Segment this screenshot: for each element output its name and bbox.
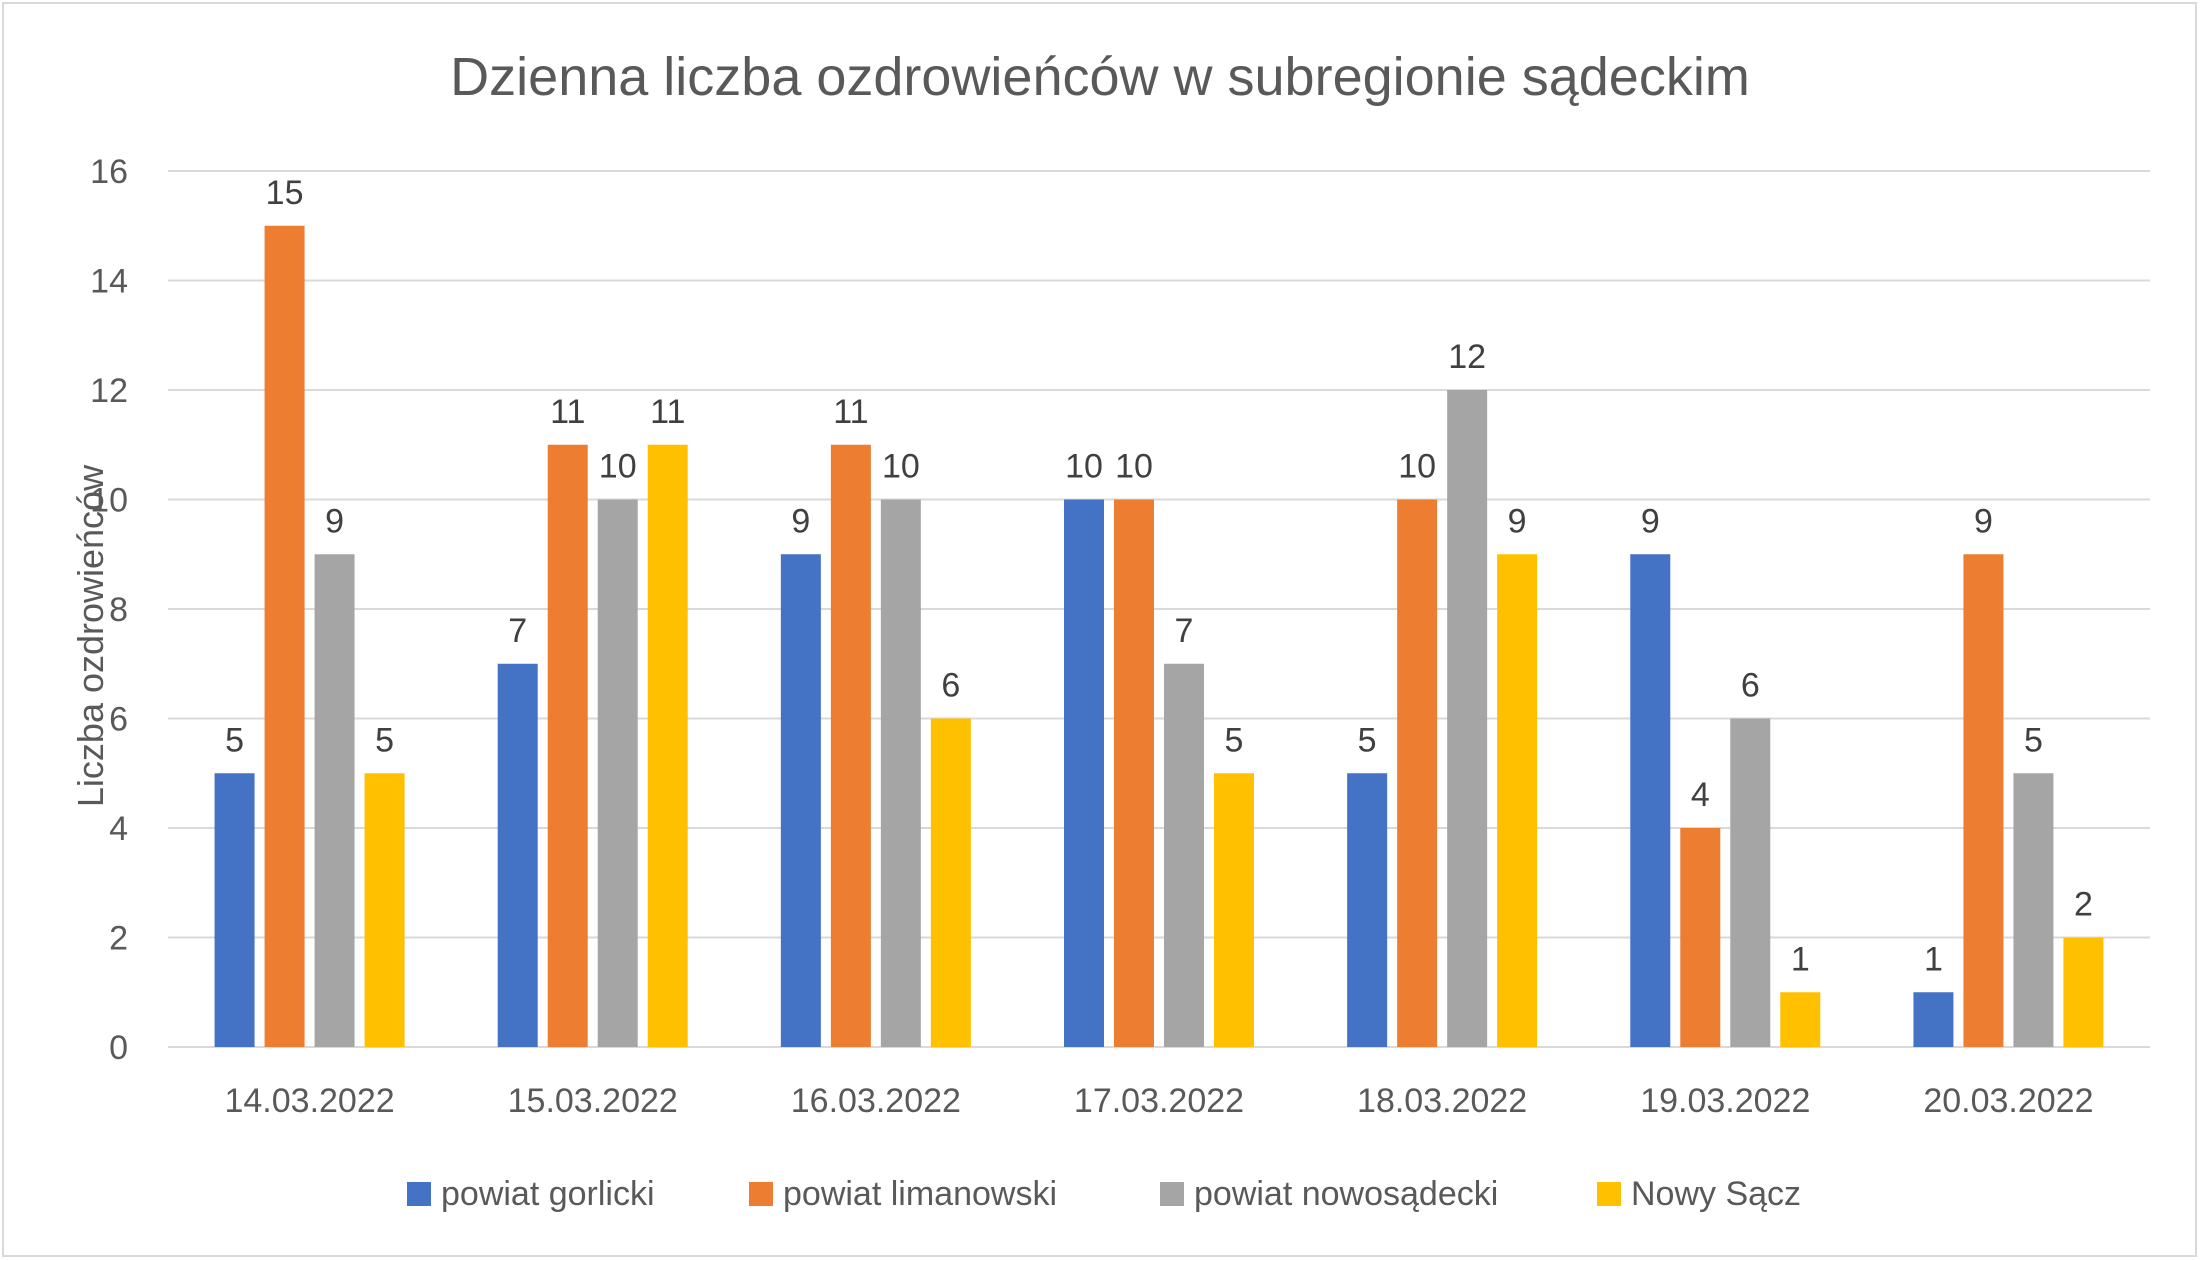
bar (1164, 663, 1204, 1047)
bar (1397, 499, 1438, 1047)
y-tick-label: 16 (90, 153, 128, 191)
x-tick-label: 14.03.2022 (224, 1082, 394, 1120)
legend-swatch (1597, 1182, 1621, 1206)
bar (314, 554, 355, 1047)
data-label: 4 (1691, 776, 1710, 814)
data-label: 15 (266, 174, 304, 212)
bar (214, 773, 255, 1047)
y-tick-label: 0 (109, 1029, 128, 1067)
legend-swatch (749, 1182, 773, 1206)
bar (597, 499, 638, 1047)
y-tick-label: 14 (90, 263, 128, 301)
data-label: 10 (1398, 448, 1436, 486)
data-label: 7 (1175, 612, 1194, 650)
chart-title: Dzienna liczba ozdrowieńców w subregioni… (450, 47, 1750, 107)
legend-swatch (1160, 1182, 1184, 1206)
legend-label: powiat limanowski (783, 1175, 1057, 1213)
legend-item: powiat nowosądecki (1160, 1175, 1498, 1213)
data-label: 9 (1508, 502, 1527, 540)
bar (647, 444, 688, 1047)
data-label: 10 (1115, 448, 1153, 486)
legend-item: Nowy Sącz (1597, 1175, 1801, 1213)
bars (214, 225, 2104, 1047)
gridlines (168, 170, 2150, 1048)
bar (364, 773, 405, 1047)
legend-swatch (407, 1182, 431, 1206)
x-tick-label: 15.03.2022 (508, 1082, 678, 1120)
bar (1630, 554, 1671, 1047)
data-label: 2 (2074, 886, 2093, 924)
y-tick-label: 12 (90, 372, 128, 410)
bar (497, 663, 538, 1047)
data-label: 7 (508, 612, 527, 650)
data-label: 1 (1791, 940, 1810, 978)
bar (1913, 992, 1954, 1047)
bar (1114, 499, 1154, 1047)
data-label: 10 (599, 448, 637, 486)
legend-item: powiat gorlicki (407, 1175, 655, 1213)
x-tick-label: 16.03.2022 (791, 1082, 961, 1120)
bar (780, 554, 821, 1047)
bar (2063, 937, 2104, 1047)
bar (830, 444, 871, 1047)
bar (1680, 828, 1721, 1047)
data-label: 5 (225, 721, 244, 759)
y-tick-label: 6 (109, 701, 128, 739)
data-label: 1 (1924, 940, 1943, 978)
data-label: 10 (882, 448, 920, 486)
bar (1347, 773, 1388, 1047)
bar (264, 225, 305, 1047)
legend-label: powiat gorlicki (441, 1175, 655, 1213)
y-tick-label: 8 (109, 591, 128, 629)
x-tick-label: 20.03.2022 (1923, 1082, 2093, 1120)
y-axis-ticks: 0 2 4 6 8 10 12 14 16 (90, 153, 128, 1067)
data-label: 9 (791, 502, 810, 540)
y-axis-label: Liczba ozdrowieńców (70, 464, 111, 807)
data-label: 10 (1065, 448, 1103, 486)
bar (1214, 773, 1254, 1047)
y-tick-label: 2 (109, 920, 128, 958)
data-label: 11 (550, 393, 585, 431)
bar (930, 718, 971, 1047)
x-axis-ticks: 14.03.2022 15.03.2022 16.03.2022 17.03.2022… (224, 1082, 2093, 1120)
data-label: 5 (1225, 721, 1244, 759)
data-label: 5 (1358, 721, 1377, 759)
y-tick-label: 4 (109, 810, 128, 848)
legend-label: Nowy Sącz (1631, 1175, 1801, 1213)
data-label: 9 (325, 502, 344, 540)
legend-item: powiat limanowski (749, 1175, 1057, 1213)
x-tick-label: 19.03.2022 (1640, 1082, 1810, 1120)
data-label: 11 (833, 393, 868, 431)
legend: powiat gorlicki powiat limanowski powiat n… (407, 1175, 1801, 1213)
x-tick-label: 17.03.2022 (1074, 1082, 1244, 1120)
bar (880, 499, 921, 1047)
bar (547, 444, 588, 1047)
data-label: 5 (2024, 721, 2043, 759)
data-label: 5 (375, 721, 394, 759)
data-label: 6 (1741, 667, 1760, 705)
bar (1497, 554, 1538, 1047)
x-tick-label: 18.03.2022 (1357, 1082, 1527, 1120)
data-label: 12 (1448, 338, 1486, 376)
bar (1963, 554, 2004, 1047)
data-label: 11 (650, 393, 685, 431)
bar (1730, 718, 1771, 1047)
bar (1780, 992, 1821, 1047)
bar (2013, 773, 2054, 1047)
data-label: 9 (1974, 502, 1993, 540)
bar (1447, 390, 1488, 1047)
legend-label: powiat nowosądecki (1194, 1175, 1498, 1213)
data-label: 6 (941, 667, 960, 705)
data-label: 9 (1641, 502, 1660, 540)
y-tick-label: 10 (90, 482, 128, 520)
bar (1064, 499, 1104, 1047)
